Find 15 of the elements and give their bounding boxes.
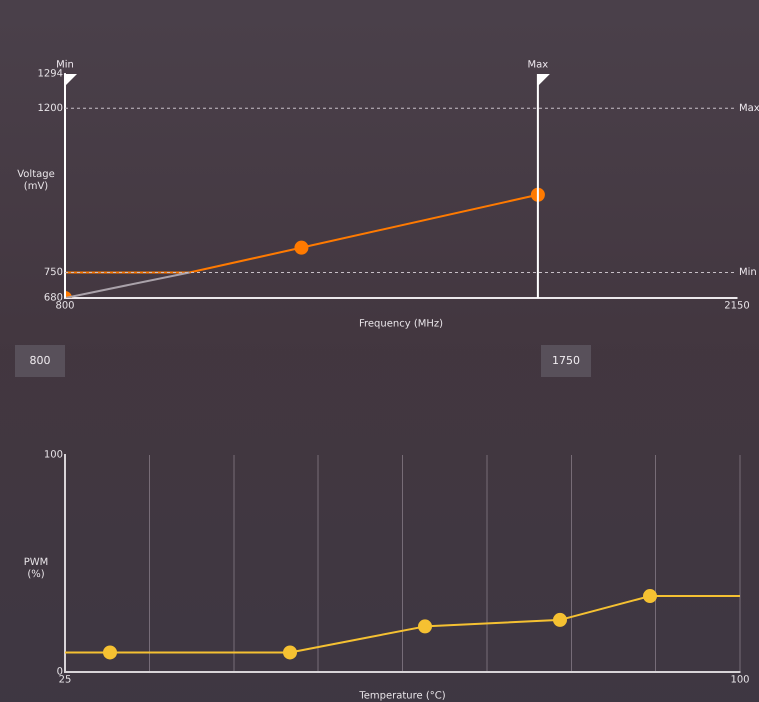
x-tick-label: 25 bbox=[58, 674, 72, 686]
text: 800 bbox=[15, 345, 65, 377]
x-tick-label: 2150 bbox=[724, 300, 750, 312]
text: 1750 bbox=[541, 345, 591, 377]
y-tick-label: 100 bbox=[44, 450, 63, 461]
x-axis-title: Temperature (°C) bbox=[358, 690, 446, 702]
ref-line-label: Max bbox=[739, 102, 759, 114]
y-axis-title: Voltage (mV) bbox=[16, 169, 56, 193]
y-tick-label: 750 bbox=[44, 267, 63, 278]
ref-line-label: Max bbox=[528, 60, 548, 71]
y-axis-title: PWM (%) bbox=[22, 557, 50, 581]
x-axis-title: Frequency (MHz) bbox=[358, 318, 444, 330]
y-tick-label: 1294 bbox=[38, 68, 63, 80]
ref-line-label: Min bbox=[739, 267, 757, 278]
y-tick-label: 1200 bbox=[38, 102, 63, 114]
